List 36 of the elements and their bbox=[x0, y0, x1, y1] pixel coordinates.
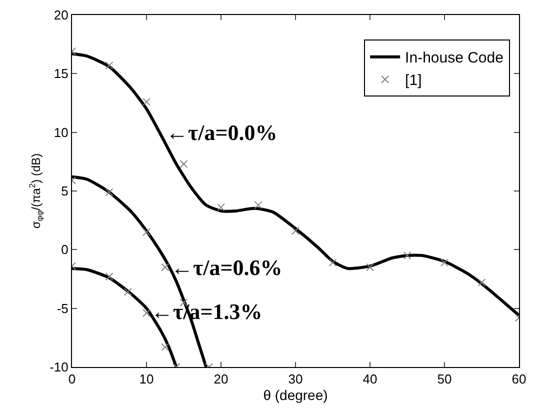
point bbox=[105, 61, 114, 70]
point bbox=[180, 160, 188, 168]
y-tick-label: 20 bbox=[54, 8, 68, 23]
legend-label: In-house Code bbox=[405, 50, 504, 67]
point bbox=[142, 309, 150, 318]
point bbox=[142, 98, 150, 106]
point bbox=[328, 258, 337, 267]
y-tick-label: -10 bbox=[50, 360, 68, 375]
annotation: ←τ/a=0.6% bbox=[171, 255, 282, 280]
point bbox=[124, 288, 132, 296]
point bbox=[161, 263, 170, 272]
point bbox=[161, 343, 170, 352]
y-tick-label: 5 bbox=[61, 184, 68, 199]
point bbox=[217, 203, 225, 212]
point bbox=[478, 278, 486, 287]
y-tick-label: 10 bbox=[54, 124, 68, 140]
y-tick-label: 15 bbox=[54, 66, 68, 82]
point bbox=[105, 272, 114, 281]
point bbox=[366, 263, 374, 272]
x-tick-label: 50 bbox=[437, 372, 452, 387]
point bbox=[440, 258, 448, 267]
point bbox=[142, 228, 150, 236]
x-axis-title: θ (degree) bbox=[263, 386, 328, 403]
point bbox=[254, 201, 262, 210]
x-tick-label: 10 bbox=[139, 372, 154, 387]
legend-label: [1] bbox=[405, 72, 422, 90]
x-tick-label: 40 bbox=[362, 372, 378, 387]
x-tick-label: 30 bbox=[288, 372, 303, 387]
y-tick-label: 0 bbox=[61, 242, 68, 258]
point bbox=[292, 226, 300, 235]
y-tick-label: -5 bbox=[56, 300, 68, 316]
point bbox=[105, 188, 114, 196]
annotation: ←τ/a=0.0% bbox=[166, 120, 278, 145]
x-tick-label: 60 bbox=[512, 372, 526, 387]
point bbox=[403, 252, 412, 260]
x-tick-label: 20 bbox=[214, 372, 228, 387]
